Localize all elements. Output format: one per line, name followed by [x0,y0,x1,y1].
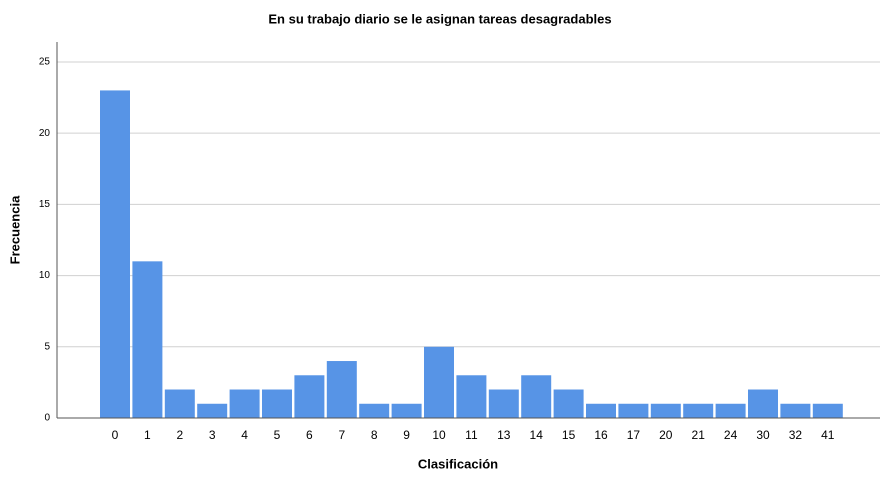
bar [100,90,130,418]
bar [521,375,552,418]
x-tick-label: 3 [209,428,216,442]
bar [683,403,714,418]
x-tick-label: 21 [692,428,706,442]
bar [586,403,616,418]
bar [456,375,487,418]
x-tick-label: 2 [176,428,183,442]
bar [197,403,228,418]
y-tick-label: 0 [44,413,50,424]
bar [748,389,778,418]
y-tick-label: 10 [39,270,51,281]
bar [164,389,195,418]
bar [229,389,260,418]
bar [488,389,519,418]
x-tick-label: 11 [465,428,478,442]
x-tick-label: 15 [562,428,576,442]
x-tick-label: 14 [530,428,544,442]
x-tick-label: 20 [659,428,673,442]
x-tick-label: 8 [371,428,378,442]
y-tick-label: 20 [39,128,51,139]
chart-title: En su trabajo diario se le asignan tarea… [268,11,611,26]
bar [715,403,746,418]
bar [294,375,325,418]
bar [262,389,292,418]
y-tick-label: 15 [39,199,51,210]
bar [812,403,843,418]
x-tick-label: 6 [306,428,313,442]
x-tick-label: 10 [432,428,446,442]
x-tick-label: 1 [144,428,151,442]
x-tick-label: 5 [274,428,281,442]
bar [553,389,584,418]
bar [359,403,390,418]
bar [618,403,649,418]
y-axis-label: Frecuencia [7,195,22,264]
x-axis-label: Clasificación [418,456,498,471]
x-tick-label: 32 [789,428,803,442]
bar [780,403,811,418]
bar [391,403,422,418]
x-tick-label: 17 [627,428,641,442]
x-tick-label: 30 [756,428,770,442]
x-tick-label: 7 [338,428,345,442]
bar [132,261,163,418]
x-tick-label: 13 [497,428,511,442]
bar [326,361,357,418]
x-tick-label: 9 [403,428,410,442]
x-tick-label: 4 [241,428,248,442]
x-tick-label: 16 [594,428,608,442]
y-tick-label: 25 [39,57,51,68]
bar [424,346,454,418]
y-tick-label: 5 [44,341,50,352]
bar [650,403,681,418]
x-tick-label: 0 [112,428,119,442]
x-tick-label: 24 [724,428,738,442]
x-tick-label: 41 [821,428,835,442]
